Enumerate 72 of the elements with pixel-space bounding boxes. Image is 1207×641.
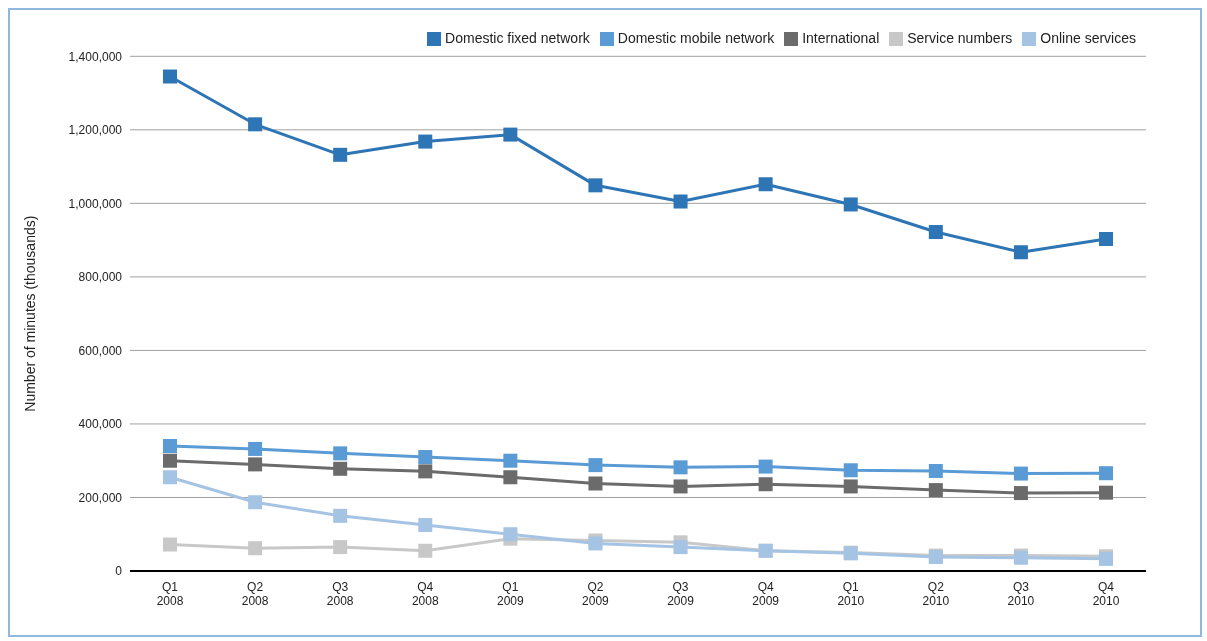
point [248,117,263,132]
point [928,225,943,240]
point [418,464,433,479]
point [418,518,433,533]
point [588,178,603,193]
x-tick-label: Q1 2009 [497,580,525,608]
point [248,441,263,456]
point [418,450,433,465]
legend-label: International [802,30,880,46]
y-tick-label: 0 [115,564,123,579]
legend-label: Domestic mobile network [617,30,775,46]
y-tick-label: 800,000 [78,270,123,285]
point [673,460,688,475]
x-tick-label: Q4 2008 [411,580,439,608]
point [248,541,263,556]
point [163,453,177,468]
point [843,479,858,494]
y-tick-label: 600,000 [78,343,123,358]
point [843,463,858,478]
x-tick-label: Q4 2009 [752,580,780,608]
point [418,543,433,558]
point [1013,486,1028,501]
x-tick-label: Q1 2008 [156,580,184,608]
point [248,495,263,510]
point [928,483,943,498]
point [418,134,433,149]
point [588,458,603,473]
point [673,540,688,555]
point [333,540,348,555]
x-tick-label: Q1 2010 [837,580,865,608]
point [928,464,943,478]
point [1099,466,1113,481]
point [673,479,688,494]
y-tick-label: 1,400,000 [68,49,123,64]
point [1099,485,1113,500]
y-tick-label: 1,200,000 [68,123,123,138]
point [1099,232,1113,247]
x-tick-label: Q2 2010 [922,580,950,608]
point [163,537,177,552]
point [673,194,688,209]
point [333,446,348,461]
y-axis-title: Number of minutes (thousands) [21,215,38,412]
x-tick-label: Q2 2008 [241,580,269,608]
point [503,127,518,142]
y-tick-label: 200,000 [78,490,123,505]
point [843,197,858,212]
x-tick-label: Q3 2008 [326,580,354,608]
y-tick-label: 400,000 [78,417,123,432]
y-tick-label: 1,000,000 [68,196,123,211]
point [1013,245,1028,260]
point [333,461,348,476]
legend-label: Service numbers [907,30,1013,46]
point [503,470,518,485]
point [503,527,518,542]
point [248,457,263,472]
point [758,459,773,474]
point [758,477,773,492]
point [503,453,518,468]
x-tick-label: Q3 2010 [1007,580,1035,608]
point [758,177,773,192]
point [333,147,348,162]
point [333,508,348,523]
x-tick-label: Q2 2009 [582,580,610,608]
point [163,470,177,485]
point [588,476,603,491]
legend-label: Domestic fixed network [445,30,590,46]
point [163,69,177,84]
x-tick-label: Q4 2010 [1092,580,1120,608]
point [1013,466,1028,481]
legend-label: Online services [1040,30,1136,46]
x-tick-label: Q3 2009 [667,580,695,608]
point [163,439,177,453]
